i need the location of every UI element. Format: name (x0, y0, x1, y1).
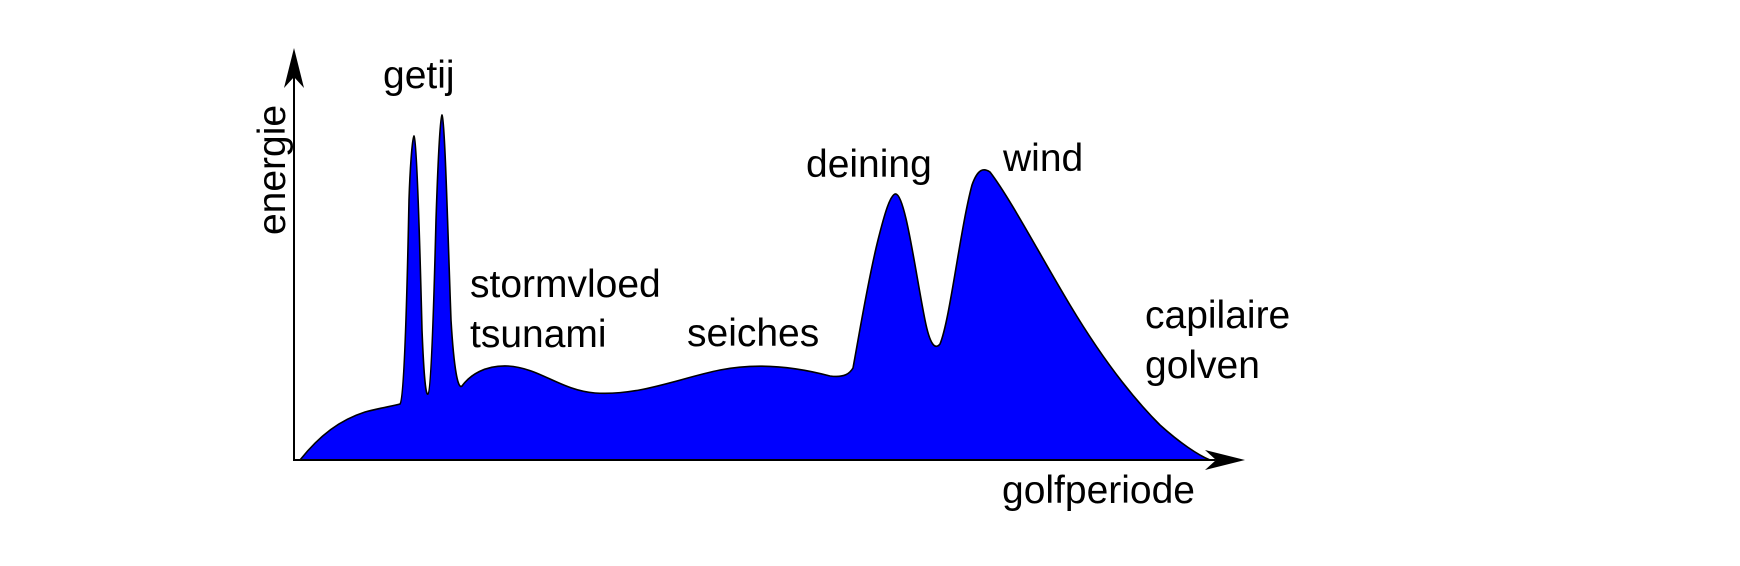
x-axis-arrowhead (1205, 450, 1245, 470)
label-getij: getij (383, 54, 455, 97)
y-axis-label: energie (251, 105, 294, 235)
label-golven: golven (1145, 344, 1260, 387)
label-seiches: seiches (687, 312, 819, 355)
label-tsunami: tsunami (470, 313, 607, 356)
energy-spectrum-area (299, 114, 1221, 461)
label-wind: wind (1002, 137, 1083, 180)
label-stormvloed: stormvloed (470, 263, 661, 306)
y-axis-arrowhead (284, 48, 304, 88)
label-deining: deining (806, 143, 932, 186)
x-axis-label: golfperiode (1002, 469, 1195, 512)
label-capilaire: capilaire (1145, 294, 1290, 337)
